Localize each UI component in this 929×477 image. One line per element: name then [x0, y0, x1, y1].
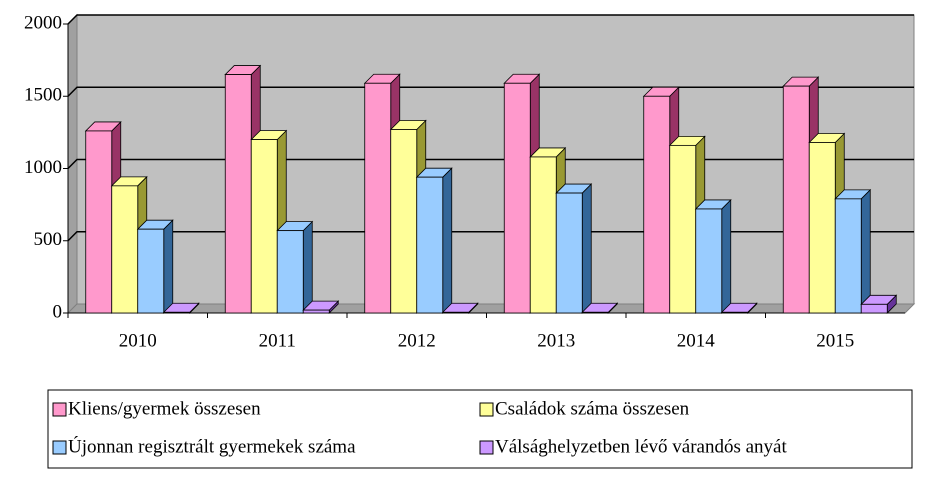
bar	[364, 82, 392, 314]
legend-swatch	[479, 402, 494, 417]
bar	[85, 130, 113, 314]
bar	[834, 198, 862, 314]
bar	[137, 228, 165, 314]
y-tick-label: 0	[53, 301, 63, 322]
x-tick-label: 2015	[816, 330, 854, 351]
legend-swatch	[52, 440, 67, 455]
y-tick-label: 500	[34, 229, 63, 250]
bar-side	[581, 183, 592, 314]
bar	[111, 185, 139, 314]
bar	[503, 82, 531, 314]
bar	[416, 176, 444, 314]
x-tick-label: 2012	[398, 330, 436, 351]
grid-line	[67, 158, 914, 170]
bar-side	[442, 167, 453, 314]
bar	[782, 85, 810, 314]
bar	[808, 142, 836, 314]
bar	[390, 129, 418, 314]
bar-side	[163, 219, 174, 314]
grid-line	[67, 86, 914, 97]
bar-side	[302, 220, 313, 314]
bar	[442, 311, 470, 314]
bar	[669, 144, 697, 314]
legend-label: Családok száma összesen	[495, 398, 690, 419]
bar	[695, 208, 723, 314]
bar	[860, 303, 888, 314]
grid-line	[67, 231, 914, 242]
bar	[529, 156, 557, 314]
grid-line	[67, 14, 914, 25]
legend-label: Válsághelyzetben lévő várandós anyát	[495, 436, 787, 457]
bar	[302, 309, 330, 314]
bar	[250, 139, 278, 314]
legend-swatch	[52, 402, 67, 417]
bar	[643, 95, 671, 314]
bar	[581, 311, 609, 314]
x-tick-label: 2011	[259, 330, 296, 351]
bar	[224, 74, 252, 314]
bar-side	[860, 188, 871, 314]
bar	[163, 311, 191, 314]
y-tick-label: 1000	[24, 157, 62, 178]
bar	[276, 230, 304, 314]
y-tick-label: 1500	[24, 85, 62, 106]
y-tick-label: 2000	[24, 12, 62, 33]
x-tick-label: 2013	[537, 330, 575, 351]
bar	[555, 192, 583, 314]
legend-label: Újonnan regisztrált gyermekek száma	[68, 435, 356, 457]
legend-label: Kliens/gyermek összesen	[68, 398, 261, 419]
legend-swatch	[479, 440, 494, 455]
x-tick-label: 2010	[119, 330, 157, 351]
bar	[721, 311, 749, 314]
x-tick-label: 2014	[677, 330, 716, 351]
bar-side	[721, 198, 732, 314]
